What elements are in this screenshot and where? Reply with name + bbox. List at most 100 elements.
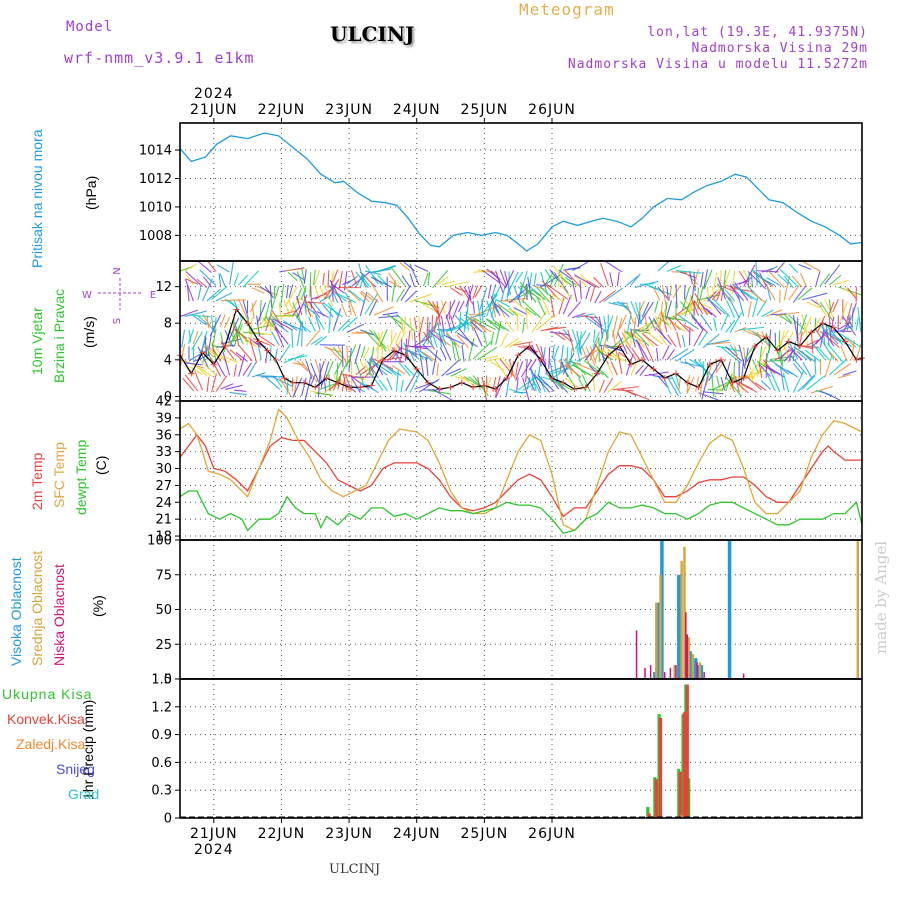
cloud-low-bar — [669, 667, 672, 679]
wind-arrow — [544, 269, 554, 283]
clouds-ytick-label: 0 — [164, 673, 172, 688]
wind-arrow — [486, 318, 505, 330]
wind-arrow — [378, 379, 388, 392]
wind-arrow — [322, 272, 325, 285]
wind-arrow — [594, 349, 600, 362]
wind-arrow — [543, 346, 546, 360]
wind-arrow — [799, 272, 808, 288]
wind-arrow — [291, 329, 294, 348]
wind-arrow — [819, 301, 834, 321]
clouds-ytick-label: 75 — [155, 568, 172, 583]
wind-arrow — [637, 314, 641, 328]
wind-arrow — [264, 299, 271, 321]
wind-arrow — [409, 273, 415, 287]
wind-arrow — [705, 296, 726, 315]
wind-arrow — [365, 264, 379, 285]
wind-arrow — [403, 316, 407, 331]
wind-arrow — [665, 300, 673, 321]
wind-arrow — [675, 374, 680, 387]
wind-arrow — [431, 349, 438, 375]
wind-arrow — [661, 285, 668, 310]
wind-arrow — [846, 314, 851, 331]
wind-arrow — [626, 390, 650, 401]
wind-arrow — [827, 301, 835, 318]
wind-arrow — [675, 301, 696, 316]
wind-arrow — [439, 328, 447, 346]
wind-arrow — [280, 283, 285, 307]
wind-arrow — [599, 289, 616, 304]
wind-arrow — [558, 269, 573, 281]
wind-arrow — [768, 367, 781, 392]
wind-arrow — [359, 292, 370, 303]
wind-arrow — [472, 285, 479, 300]
wind-arrow — [427, 299, 441, 317]
wind-arrow — [677, 314, 699, 330]
wind-arrow — [211, 286, 228, 300]
wind-arrow — [233, 324, 243, 347]
wind-arrow — [278, 343, 291, 362]
wind-arrow — [756, 331, 764, 345]
wind-arrow — [362, 346, 370, 360]
wind-arrow — [761, 330, 770, 347]
precip-conv-bar — [685, 684, 689, 818]
cloud-high-bar — [699, 665, 704, 679]
model-label: Model — [66, 19, 114, 35]
wind-arrow — [546, 283, 569, 300]
wind-arrow — [752, 297, 759, 318]
wind-arrow — [421, 351, 438, 363]
wind-arrow — [716, 283, 731, 302]
wind-arrow — [292, 362, 305, 366]
wind-arrow — [292, 377, 303, 398]
wind-gust-marker — [323, 375, 330, 382]
wind-gust-marker — [808, 329, 815, 336]
wind-arrow — [557, 381, 573, 391]
wind-arrow — [526, 376, 536, 392]
wind-arrow — [388, 272, 397, 285]
wind-arrow — [422, 272, 429, 287]
wind-arrow — [194, 371, 204, 391]
wind-arrow — [802, 261, 821, 272]
wind-arrow — [815, 299, 827, 317]
wind-arrow — [425, 356, 429, 377]
wind-arrow — [579, 279, 582, 300]
wind-arrow — [611, 315, 618, 338]
wind-arrow — [802, 292, 828, 301]
wind-arrow — [296, 360, 308, 372]
wind-arrow — [400, 338, 403, 360]
wind-arrow — [642, 327, 663, 345]
wind-arrow — [656, 347, 659, 362]
wind-arrow — [418, 316, 425, 337]
wind-arrow — [819, 273, 831, 287]
wind-arrow — [516, 314, 519, 331]
wind-arrow — [814, 317, 817, 333]
wind-arrow — [477, 269, 499, 274]
wind-arrow — [851, 302, 857, 318]
wind-gust-marker — [255, 338, 262, 345]
wind-arrow — [806, 301, 821, 309]
wind-arrow — [211, 315, 214, 332]
wind-arrow — [851, 307, 854, 331]
wind-arrow — [184, 278, 195, 302]
wind-arrow — [585, 345, 597, 361]
cloud-high-bar — [688, 651, 692, 679]
wind-arrow — [349, 384, 366, 393]
wind-arrow — [711, 381, 730, 391]
wind-arrow — [313, 269, 321, 286]
wind-arrow — [724, 361, 731, 380]
wind-arrow — [269, 345, 272, 361]
wind-arrow — [479, 287, 488, 311]
wind-arrow — [505, 320, 515, 333]
wind-arrow — [319, 362, 323, 388]
wind-arrow — [378, 315, 400, 319]
wind-arrow — [642, 333, 659, 347]
wind-arrow — [761, 278, 776, 286]
wind-arrow — [482, 355, 498, 360]
wind-arrow — [351, 377, 361, 393]
wind-arrow — [506, 271, 519, 296]
wind-arrow — [272, 318, 293, 331]
wind-arrow — [711, 286, 716, 302]
wind-arrow — [474, 284, 483, 298]
wind-arrow — [833, 279, 849, 286]
wind-arrow — [380, 345, 384, 363]
wind-arrow — [274, 327, 285, 348]
